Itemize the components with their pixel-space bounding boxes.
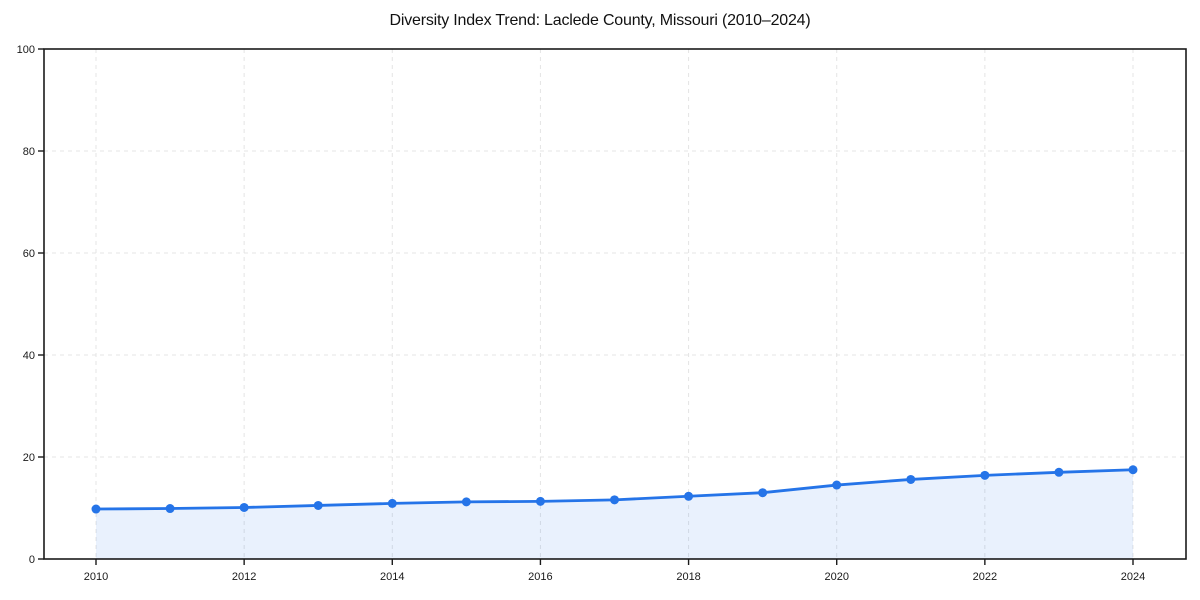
data-point (461, 497, 471, 507)
x-tick-label: 2020 (824, 571, 848, 583)
x-tick-label: 2016 (528, 571, 552, 583)
y-tick-label: 0 (29, 554, 35, 566)
data-point (387, 498, 397, 508)
data-point (1054, 467, 1064, 477)
data-point (535, 496, 545, 506)
data-point (91, 504, 101, 514)
data-point (684, 491, 694, 501)
series-area-fill (96, 469, 1133, 559)
x-tick-label: 2024 (1121, 571, 1145, 583)
x-tick-label: 2010 (84, 571, 108, 583)
data-point (758, 488, 768, 498)
x-tick-label: 2014 (380, 571, 404, 583)
data-point (906, 474, 916, 484)
y-tick-label: 60 (23, 248, 35, 260)
data-point (239, 502, 249, 512)
data-point (1128, 465, 1138, 475)
data-point (832, 480, 842, 490)
y-tick-label: 80 (23, 146, 35, 158)
chart-title: Diversity Index Trend: Laclede County, M… (389, 12, 811, 29)
x-tick-label: 2012 (232, 571, 256, 583)
y-tick-label: 20 (23, 452, 35, 464)
data-point (313, 500, 323, 510)
y-tick-label: 40 (23, 350, 35, 362)
plot-border (43, 48, 1187, 560)
data-point (610, 495, 619, 505)
data-point (165, 504, 175, 514)
x-tick-label: 2018 (676, 571, 700, 583)
data-point (980, 470, 990, 480)
y-tick-label: 100 (17, 44, 35, 56)
x-tick-label: 2022 (973, 571, 997, 583)
